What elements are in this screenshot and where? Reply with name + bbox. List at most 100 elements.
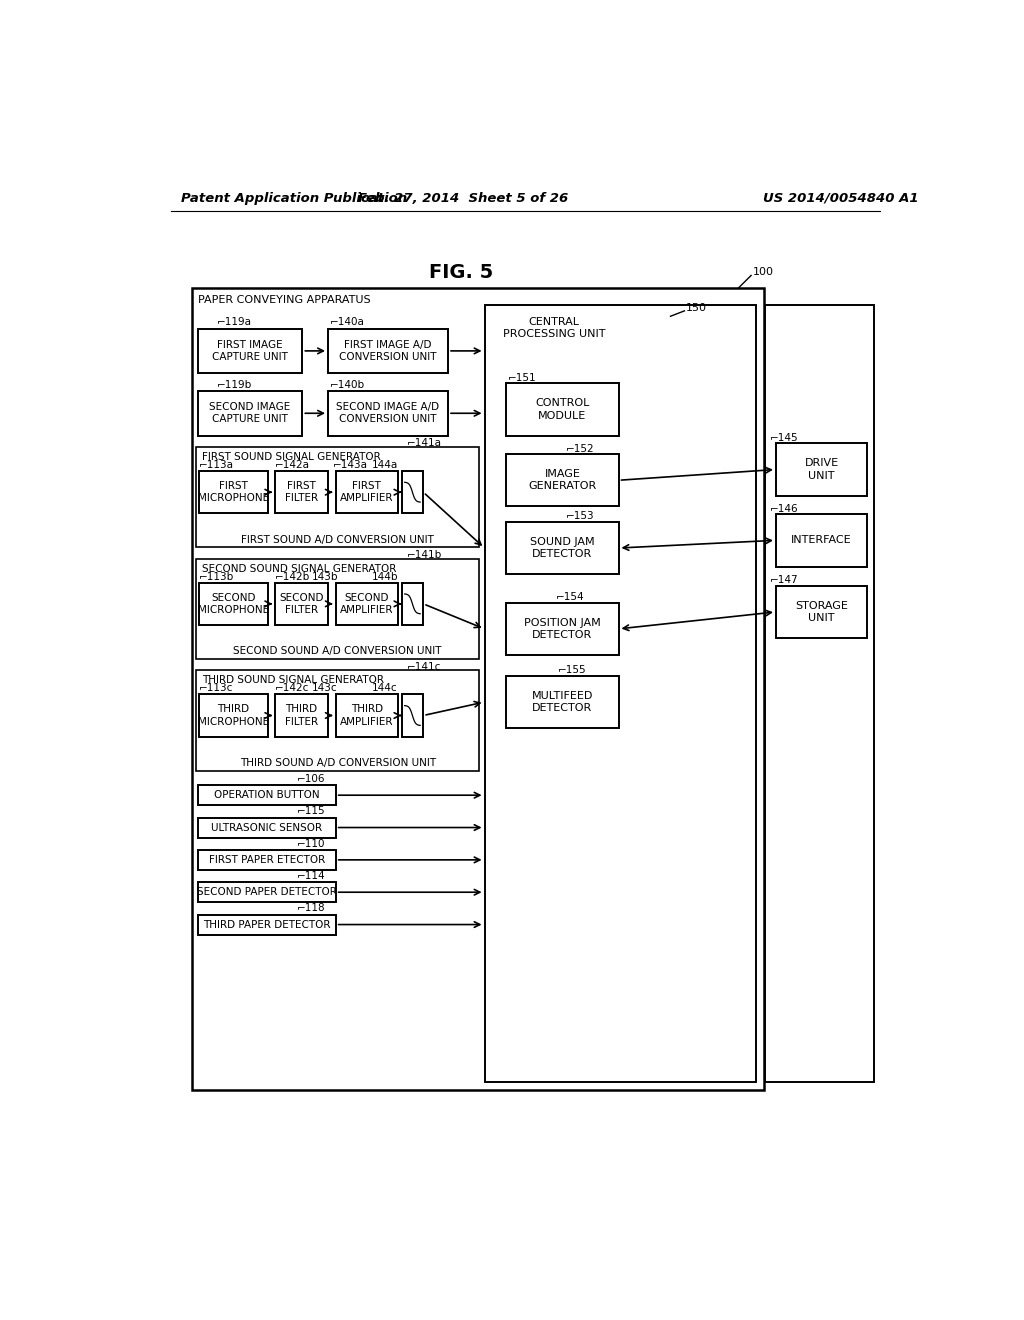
Text: ⌐141c: ⌐141c xyxy=(407,661,441,672)
Bar xyxy=(765,305,873,1082)
Text: FIG. 5: FIG. 5 xyxy=(429,263,494,282)
Bar xyxy=(776,586,867,638)
Text: FIRST: FIRST xyxy=(287,480,316,491)
Text: ⌐140b: ⌐140b xyxy=(330,380,365,389)
Text: US 2014/0054840 A1: US 2014/0054840 A1 xyxy=(763,191,919,205)
Bar xyxy=(776,444,867,496)
Bar xyxy=(401,582,423,626)
Text: CAPTURE UNIT: CAPTURE UNIT xyxy=(212,352,288,362)
Text: THIRD SOUND A/D CONVERSION UNIT: THIRD SOUND A/D CONVERSION UNIT xyxy=(240,758,435,768)
Text: ⌐114: ⌐114 xyxy=(297,871,326,880)
Text: THIRD SOUND SIGNAL GENERATOR: THIRD SOUND SIGNAL GENERATOR xyxy=(203,676,384,685)
Text: SECOND IMAGE: SECOND IMAGE xyxy=(210,403,291,412)
Bar xyxy=(275,471,328,513)
Text: CONVERSION UNIT: CONVERSION UNIT xyxy=(339,414,437,425)
Text: ⌐143a: ⌐143a xyxy=(334,459,369,470)
Text: SECOND SOUND SIGNAL GENERATOR: SECOND SOUND SIGNAL GENERATOR xyxy=(203,564,396,574)
Text: ⌐106: ⌐106 xyxy=(297,774,326,784)
Text: ⌐141b: ⌐141b xyxy=(407,550,442,560)
Bar xyxy=(275,694,328,737)
Text: SECOND: SECOND xyxy=(280,593,324,603)
Text: FIRST: FIRST xyxy=(352,480,381,491)
Text: STORAGE: STORAGE xyxy=(796,601,848,611)
Text: ⌐141a: ⌐141a xyxy=(407,438,442,449)
Bar xyxy=(200,582,267,626)
Text: INTERFACE: INTERFACE xyxy=(792,536,852,545)
Text: SECOND SOUND A/D CONVERSION UNIT: SECOND SOUND A/D CONVERSION UNIT xyxy=(233,647,442,656)
Text: FILTER: FILTER xyxy=(285,717,318,726)
Text: FILTER: FILTER xyxy=(285,494,318,503)
Bar xyxy=(198,850,336,870)
Text: ULTRASONIC SENSOR: ULTRASONIC SENSOR xyxy=(211,822,323,833)
Text: AMPLIFIER: AMPLIFIER xyxy=(340,605,393,615)
Bar xyxy=(336,694,397,737)
Text: ⌐154: ⌐154 xyxy=(556,593,585,602)
Bar xyxy=(776,515,867,566)
Text: ⌐119a: ⌐119a xyxy=(217,317,252,327)
Bar xyxy=(328,329,449,374)
Text: SECOND: SECOND xyxy=(211,593,256,603)
Bar xyxy=(328,391,449,436)
Text: UNIT: UNIT xyxy=(808,471,835,480)
Text: ⌐110: ⌐110 xyxy=(297,838,326,849)
Text: SOUND JAM: SOUND JAM xyxy=(530,537,595,546)
Text: MICROPHONE: MICROPHONE xyxy=(198,717,269,726)
Text: ⌐152: ⌐152 xyxy=(566,444,595,454)
Text: DETECTOR: DETECTOR xyxy=(532,704,593,713)
Text: POSITION JAM: POSITION JAM xyxy=(524,618,601,628)
Bar xyxy=(191,288,764,1090)
Bar xyxy=(198,785,336,805)
Text: MODULE: MODULE xyxy=(539,411,587,421)
Bar xyxy=(200,694,267,737)
Text: ⌐142a: ⌐142a xyxy=(275,459,310,470)
Text: 143b: 143b xyxy=(311,572,338,582)
Text: 100: 100 xyxy=(753,268,774,277)
Text: ⌐145: ⌐145 xyxy=(770,433,799,444)
Text: FIRST IMAGE: FIRST IMAGE xyxy=(217,339,283,350)
Text: Feb. 27, 2014  Sheet 5 of 26: Feb. 27, 2014 Sheet 5 of 26 xyxy=(357,191,568,205)
Text: ⌐142c: ⌐142c xyxy=(275,684,309,693)
Text: SECOND PAPER DETECTOR: SECOND PAPER DETECTOR xyxy=(197,887,337,898)
Text: ⌐153: ⌐153 xyxy=(566,511,595,521)
Text: ⌐140a: ⌐140a xyxy=(330,317,365,327)
Text: MULTIFEED: MULTIFEED xyxy=(531,690,593,701)
Text: CONVERSION UNIT: CONVERSION UNIT xyxy=(339,352,437,362)
Text: GENERATOR: GENERATOR xyxy=(528,482,597,491)
Bar xyxy=(198,882,336,903)
Bar xyxy=(336,471,397,513)
Bar xyxy=(197,447,479,548)
Text: DETECTOR: DETECTOR xyxy=(532,630,593,640)
Text: MICROPHONE: MICROPHONE xyxy=(198,605,269,615)
Text: FIRST SOUND SIGNAL GENERATOR: FIRST SOUND SIGNAL GENERATOR xyxy=(203,453,381,462)
Text: ⌐115: ⌐115 xyxy=(297,807,326,816)
Bar xyxy=(197,671,479,771)
Text: 150: 150 xyxy=(686,302,707,313)
Bar xyxy=(198,329,302,374)
Bar xyxy=(198,391,302,436)
Text: THIRD: THIRD xyxy=(286,705,317,714)
Text: FIRST: FIRST xyxy=(219,480,248,491)
Text: THIRD PAPER DETECTOR: THIRD PAPER DETECTOR xyxy=(203,920,331,929)
Text: CENTRAL: CENTRAL xyxy=(528,317,580,326)
Text: ⌐113b: ⌐113b xyxy=(200,572,234,582)
Text: FILTER: FILTER xyxy=(285,605,318,615)
Text: CAPTURE UNIT: CAPTURE UNIT xyxy=(212,414,288,425)
Text: DETECTOR: DETECTOR xyxy=(532,549,593,560)
Bar xyxy=(275,582,328,626)
Text: IMAGE: IMAGE xyxy=(545,469,581,479)
Text: PAPER CONVEYING APPARATUS: PAPER CONVEYING APPARATUS xyxy=(198,296,371,305)
Text: ⌐151: ⌐151 xyxy=(508,372,537,383)
Text: OPERATION BUTTON: OPERATION BUTTON xyxy=(214,791,319,800)
Bar xyxy=(336,582,397,626)
Bar xyxy=(401,694,423,737)
Text: ⌐155: ⌐155 xyxy=(558,665,587,676)
Text: FIRST SOUND A/D CONVERSION UNIT: FIRST SOUND A/D CONVERSION UNIT xyxy=(242,535,434,545)
Text: 144a: 144a xyxy=(372,459,397,470)
Text: DRIVE: DRIVE xyxy=(805,458,839,469)
Text: AMPLIFIER: AMPLIFIER xyxy=(340,494,393,503)
Text: THIRD: THIRD xyxy=(350,705,383,714)
Text: CONTROL: CONTROL xyxy=(536,399,590,408)
Text: MICROPHONE: MICROPHONE xyxy=(198,494,269,503)
Text: 143c: 143c xyxy=(311,684,337,693)
Bar xyxy=(198,817,336,837)
